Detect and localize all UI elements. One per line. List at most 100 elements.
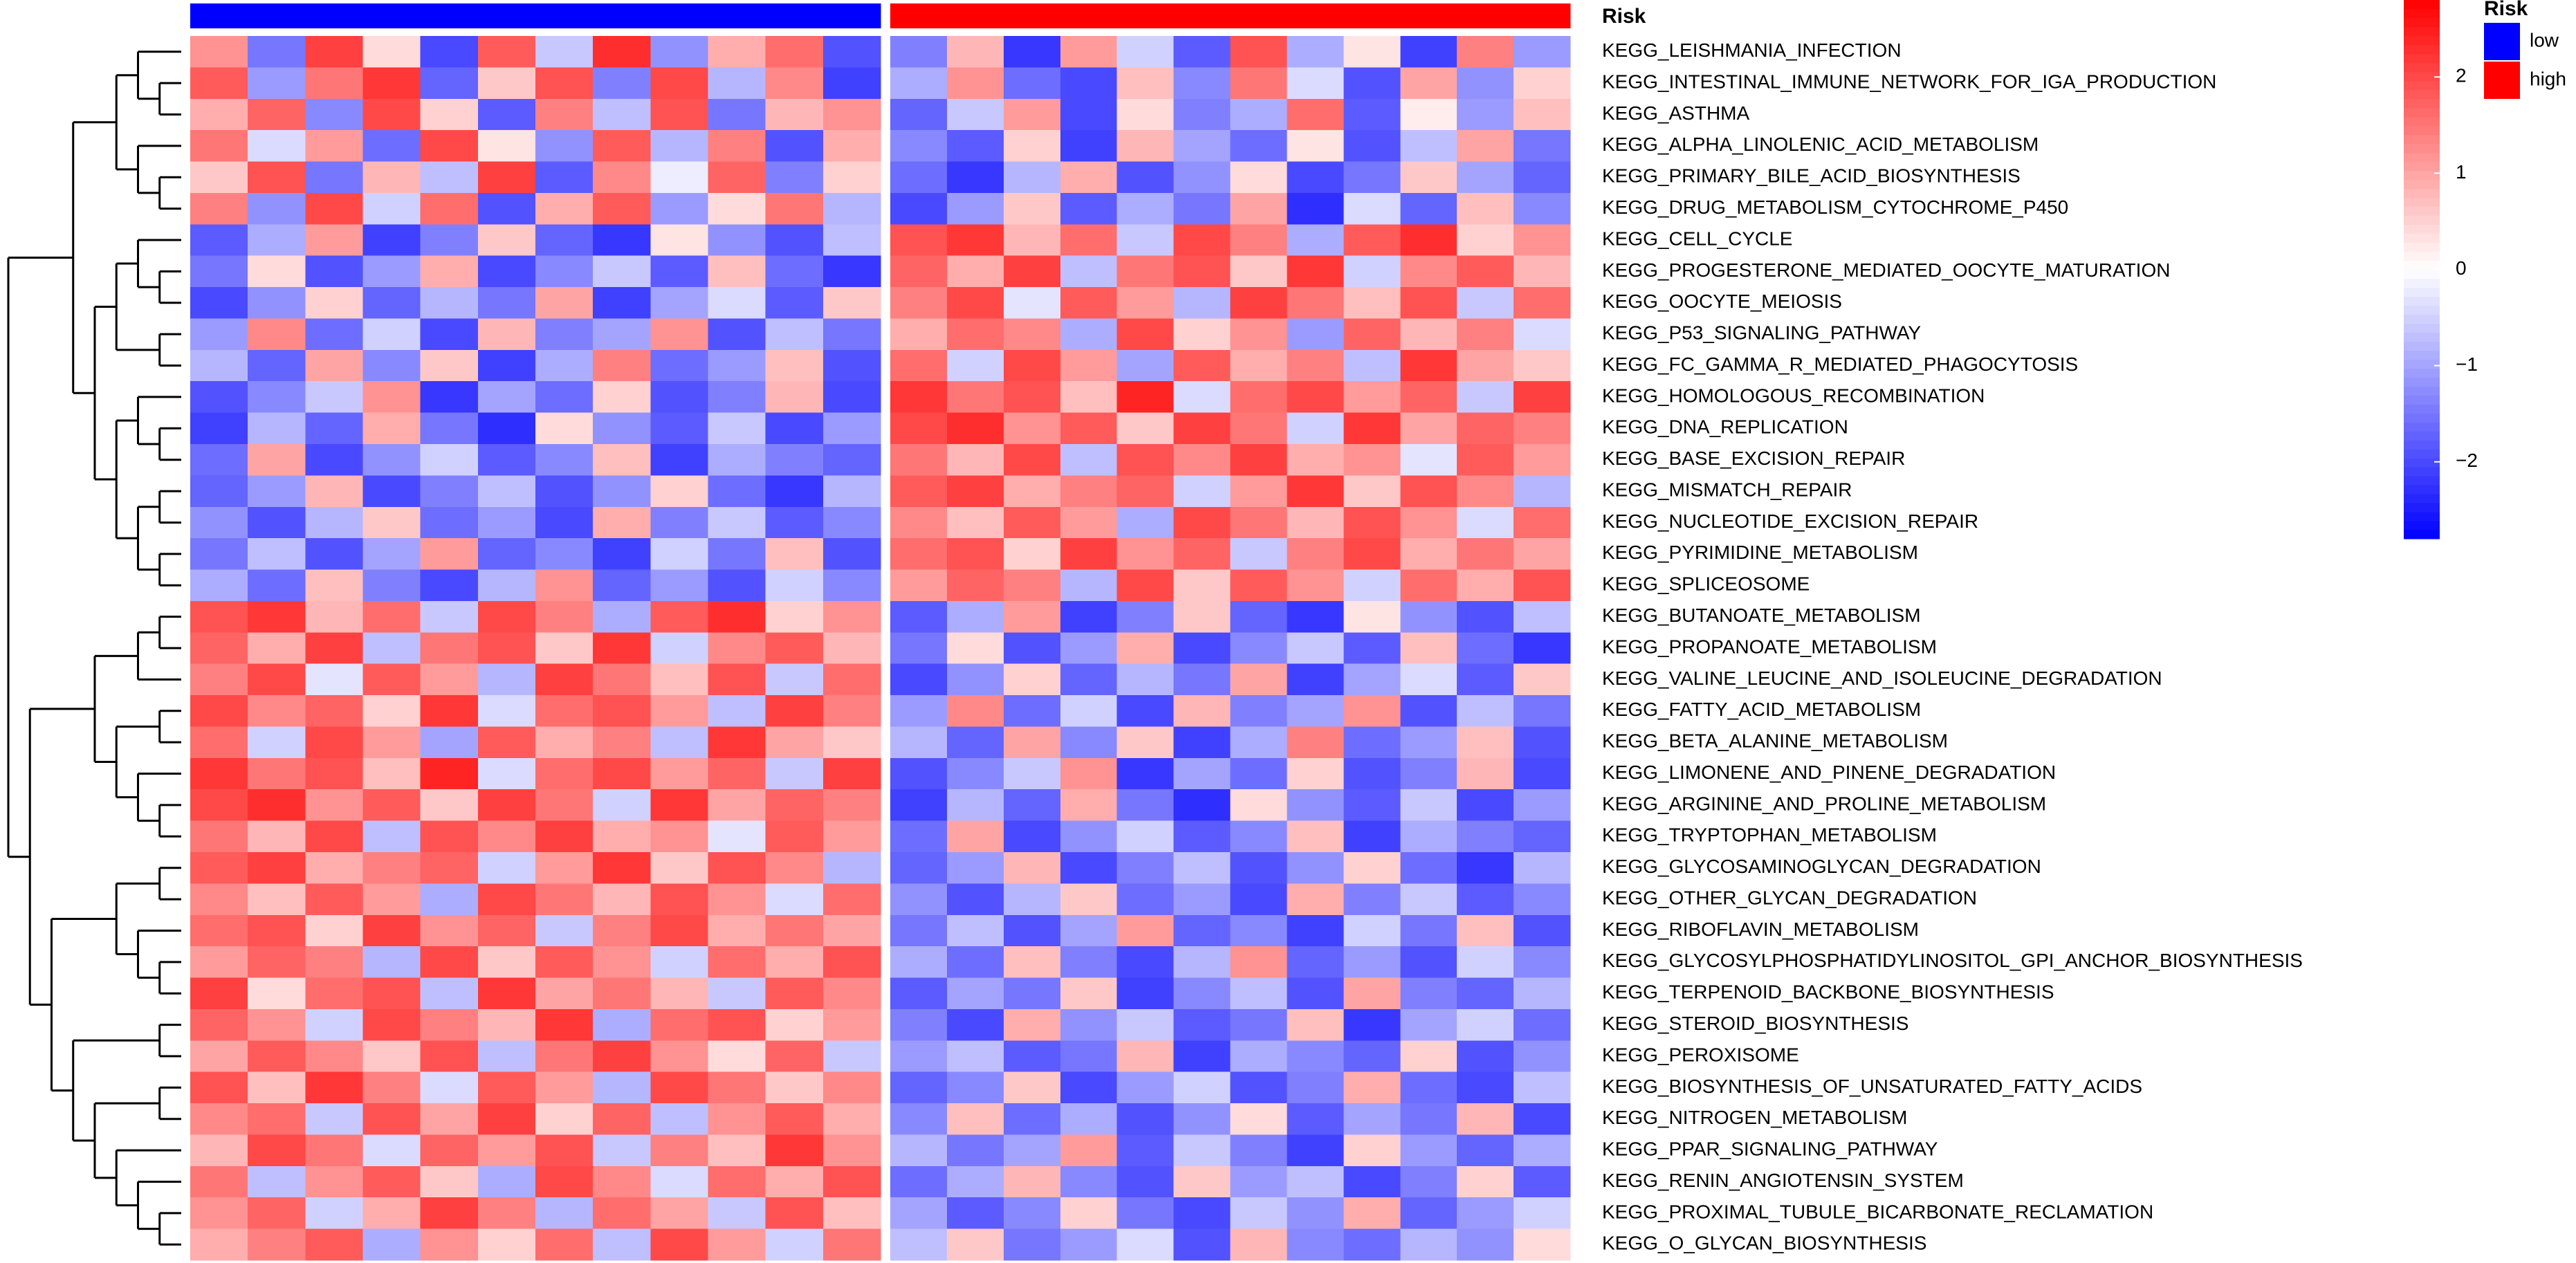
heatmap-cell xyxy=(248,663,306,696)
heatmap-cell xyxy=(1116,946,1175,979)
heatmap-cell xyxy=(190,381,248,414)
heatmap-cell xyxy=(708,36,766,68)
heatmap-cell xyxy=(1514,852,1571,884)
heatmap-cell xyxy=(1230,475,1288,508)
heatmap-cell xyxy=(765,1134,824,1167)
heatmap-cell xyxy=(1230,632,1288,665)
heatmap-cell xyxy=(822,506,881,539)
heatmap-cell xyxy=(1003,1071,1061,1104)
heatmap-cell xyxy=(190,663,248,696)
heatmap-cell xyxy=(420,820,479,853)
heatmap-cell xyxy=(420,67,479,100)
heatmap-cell xyxy=(362,1103,421,1136)
heatmap-cell xyxy=(1116,695,1175,728)
heatmap-cell xyxy=(420,506,479,539)
heatmap-cell xyxy=(305,381,364,414)
heatmap-cell xyxy=(1060,632,1118,665)
colorbar-swatch xyxy=(2404,458,2440,468)
row-label: KEGG_P53_SIGNALING_PATHWAY xyxy=(1602,322,1921,344)
heatmap-cell xyxy=(1173,663,1231,696)
heatmap-cell xyxy=(1003,412,1061,445)
heatmap-cell xyxy=(1457,538,1514,571)
heatmap-cell xyxy=(1003,318,1061,351)
heatmap-cell xyxy=(593,632,651,665)
heatmap-cell xyxy=(1116,1071,1175,1104)
heatmap-cell xyxy=(1003,789,1061,822)
heatmap-cell xyxy=(1173,475,1231,508)
heatmap-cell xyxy=(420,726,479,759)
heatmap-cell xyxy=(1400,130,1457,163)
heatmap-cell xyxy=(1060,349,1118,382)
heatmap-cell xyxy=(305,444,364,476)
heatmap-cell xyxy=(1173,192,1231,225)
colorbar-swatch xyxy=(2404,35,2440,46)
heatmap-cell xyxy=(1230,412,1288,445)
colorbar-tick-label: −2 xyxy=(2456,450,2478,471)
heatmap-cell xyxy=(1003,946,1061,979)
heatmap-cell xyxy=(1116,412,1175,445)
heatmap-cell xyxy=(1457,1103,1514,1136)
heatmap-cell xyxy=(1287,632,1344,665)
heatmap-cell xyxy=(1173,1071,1231,1104)
heatmap-cell xyxy=(535,1134,594,1167)
heatmap-cell xyxy=(1457,1134,1514,1167)
heatmap-cell xyxy=(708,789,766,822)
heatmap-cell xyxy=(650,1228,709,1261)
heatmap-cell xyxy=(1116,36,1175,68)
heatmap-cell xyxy=(822,475,881,508)
heatmap-cell xyxy=(1457,569,1514,602)
heatmap-cell xyxy=(1003,632,1061,665)
heatmap-cell xyxy=(1116,475,1175,508)
heatmap-cell xyxy=(1116,663,1175,696)
heatmap-cell xyxy=(1003,883,1061,916)
heatmap-cell xyxy=(362,695,421,728)
colorbar-swatch xyxy=(2404,404,2440,414)
heatmap-cell xyxy=(1287,883,1344,916)
heatmap-cell xyxy=(535,255,594,288)
heatmap-cell xyxy=(1457,255,1514,288)
heatmap-cell xyxy=(650,663,709,696)
heatmap-cell xyxy=(765,695,824,728)
heatmap-cell xyxy=(305,475,364,508)
heatmap-cell xyxy=(650,1040,709,1073)
heatmap-cell xyxy=(1173,506,1231,539)
heatmap-cell xyxy=(1400,1008,1457,1041)
risk-annotation-cell xyxy=(1343,3,1401,28)
heatmap-cell xyxy=(890,914,948,947)
heatmap-cell xyxy=(1457,506,1514,539)
heatmap-cell xyxy=(765,1071,824,1104)
heatmap-cell xyxy=(190,444,248,476)
heatmap-cell xyxy=(1003,852,1061,884)
row-label: KEGG_STEROID_BIOSYNTHESIS xyxy=(1602,1013,1908,1034)
heatmap-cell xyxy=(1116,1040,1175,1073)
heatmap-cell xyxy=(1514,1134,1571,1167)
heatmap-cell xyxy=(1116,632,1175,665)
heatmap-cell xyxy=(1514,1103,1571,1136)
heatmap-cell xyxy=(1343,444,1401,476)
heatmap-cell xyxy=(477,1197,536,1230)
heatmap-cell xyxy=(190,820,248,853)
heatmap-cell xyxy=(1400,318,1457,351)
heatmap-cell xyxy=(1116,318,1175,351)
heatmap-cell xyxy=(477,318,536,351)
heatmap-cell xyxy=(477,1228,536,1261)
heatmap-cell xyxy=(890,412,948,445)
row-label: KEGG_ARGININE_AND_PROLINE_METABOLISM xyxy=(1602,793,2046,814)
row-label: KEGG_CELL_CYCLE xyxy=(1602,228,1792,249)
heatmap-cell xyxy=(1457,1008,1514,1041)
heatmap-cell xyxy=(822,1040,881,1073)
heatmap-cell xyxy=(1400,444,1457,476)
heatmap-cell xyxy=(708,852,766,884)
heatmap-cell xyxy=(477,569,536,602)
heatmap-cell xyxy=(1060,1165,1118,1198)
row-label: KEGG_HOMOLOGOUS_RECOMBINATION xyxy=(1602,385,1985,406)
heatmap-cell xyxy=(477,600,536,633)
heatmap-cell xyxy=(535,632,594,665)
heatmap-cell xyxy=(362,506,421,539)
heatmap-cell xyxy=(890,789,948,822)
heatmap-cell xyxy=(708,1071,766,1104)
heatmap-cell xyxy=(305,255,364,288)
heatmap-cell xyxy=(1343,1040,1401,1073)
heatmap-cell xyxy=(1060,1197,1118,1230)
heatmap-cell xyxy=(1457,349,1514,382)
